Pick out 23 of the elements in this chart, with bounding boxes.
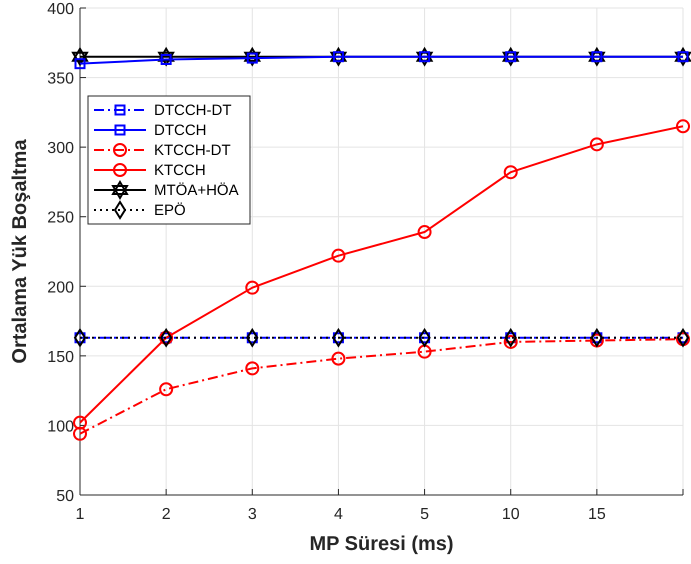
y-tick-label: 200 — [47, 279, 74, 296]
legend-label: KTCCH-DT — [154, 142, 231, 159]
y-tick-label: 300 — [47, 140, 74, 158]
x-axis-title: MP Süresi (ms) — [309, 533, 454, 555]
y-tick-label: 400 — [47, 1, 74, 18]
y-tick-label: 100 — [47, 418, 74, 436]
x-tick-label: 2 — [162, 506, 171, 523]
y-tick-label: 350 — [47, 70, 74, 88]
y-tick-label: 150 — [47, 348, 74, 366]
y-tick-label: 50 — [56, 488, 74, 505]
legend-label: MTÖA+HÖA — [154, 182, 239, 199]
legend-label: DTCCH — [154, 122, 206, 139]
x-tick-label: 5 — [420, 506, 430, 523]
x-tick-label: 15 — [588, 506, 606, 523]
legend-label: KTCCH — [154, 162, 206, 179]
y-axis-title: Ortalama Yük Boşaltma — [9, 138, 31, 364]
x-tick-label: 1 — [76, 506, 85, 523]
legend-label: DTCCH-DT — [154, 102, 232, 119]
x-tick-label: 4 — [334, 506, 343, 523]
x-tick-label: 10 — [502, 506, 520, 523]
legend-label: EPÖ — [154, 202, 186, 219]
y-tick-label: 250 — [47, 210, 74, 227]
x-tick-label: 3 — [248, 506, 257, 523]
